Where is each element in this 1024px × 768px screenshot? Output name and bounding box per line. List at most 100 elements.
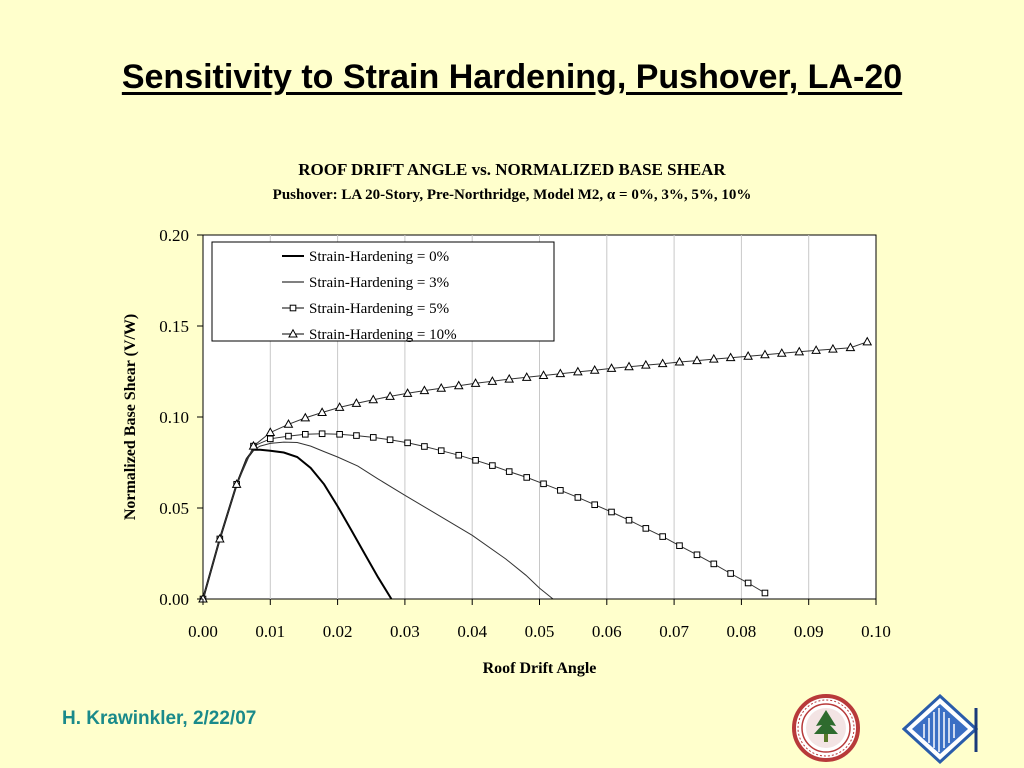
data-point-marker (267, 435, 274, 443)
data-point-marker (659, 533, 666, 540)
data-point-marker (301, 430, 309, 438)
x-tick-label: 0.05 (525, 622, 555, 641)
data-point-marker (318, 430, 326, 438)
data-point-marker (386, 436, 394, 444)
data-point-marker (557, 487, 564, 494)
y-tick-label: 0.05 (159, 499, 189, 518)
data-point-marker (606, 363, 617, 372)
data-point-marker (676, 542, 683, 549)
data-point-marker (657, 358, 668, 368)
legend-entry-label: Strain-Hardening = 3% (309, 275, 449, 291)
data-point-marker (725, 352, 736, 362)
legend-entry-label: Strain-Hardening = 10% (309, 327, 457, 343)
data-point-marker (555, 368, 566, 378)
data-point-marker (505, 468, 513, 475)
chart-subtitle: Pushover: LA 20-Story, Pre-Northridge, M… (272, 187, 752, 203)
data-point-marker (351, 398, 362, 407)
data-point-marker (521, 372, 532, 381)
data-point-marker (421, 443, 428, 450)
data-point-marker (811, 345, 821, 354)
data-point-marker (708, 353, 719, 363)
x-tick-label: 0.00 (188, 622, 218, 641)
data-point-marker (489, 462, 496, 469)
chart-title: ROOF DRIFT ANGLE vs. NORMALIZED BASE SHE… (298, 160, 726, 179)
slide-title: Sensitivity to Strain Hardening, Pushove… (121, 58, 903, 96)
data-point-marker (692, 355, 702, 365)
footer-author-date: H. Krawinkler, 2/22/07 (62, 708, 257, 729)
data-point-marker (845, 342, 856, 352)
data-point-marker (336, 430, 343, 438)
data-point-marker (404, 439, 411, 447)
x-tick-label: 0.03 (390, 622, 420, 641)
x-tick-label: 0.08 (727, 622, 757, 641)
legend-swatch-marker (288, 328, 298, 338)
data-point-marker (710, 560, 718, 568)
data-point-marker (472, 457, 479, 464)
axes-layer: 0.00 0.01 0.02 0.03 0.04 0.05 0.06 0.07 0.08 0.09… (159, 226, 891, 641)
data-point-marker (353, 432, 360, 439)
data-point-marker (744, 579, 752, 587)
data-point-marker (523, 474, 531, 481)
data-point-marker (608, 508, 615, 516)
data-point-marker (862, 336, 873, 346)
data-point-marker (640, 359, 651, 369)
data-point-marker (674, 356, 685, 366)
data-point-marker (760, 349, 770, 359)
data-point-marker (727, 570, 734, 577)
data-point-marker (369, 434, 377, 441)
data-point-marker (214, 533, 225, 543)
data-point-marker (231, 479, 242, 488)
series-line (202, 341, 868, 600)
data-point-marker (419, 385, 430, 395)
data-point-marker (470, 378, 481, 387)
data-point-marker (761, 589, 769, 597)
x-axis-label: Roof Drift Angle (483, 660, 597, 677)
data-point-marker (625, 516, 633, 524)
x-tick-label: 0.01 (255, 622, 285, 641)
data-point-marker (317, 407, 327, 416)
data-point-marker (385, 391, 395, 400)
data-point-marker (248, 440, 259, 450)
chart-legend: Strain-Hardening = 0% Strain-Hardening = … (211, 241, 555, 343)
y-tick-label: 0.00 (159, 590, 189, 609)
x-tick-label: 0.06 (592, 622, 622, 641)
data-point-marker (574, 494, 582, 501)
legend-entry-label: Strain-Hardening = 0% (309, 249, 449, 265)
y-tick-label: 0.15 (159, 317, 189, 336)
x-tick-label: 0.10 (861, 622, 891, 641)
series-3 (198, 336, 873, 603)
data-point-marker (436, 383, 447, 392)
data-point-marker (285, 432, 292, 440)
x-tick-label: 0.04 (457, 622, 487, 641)
legend-entry-label: Strain-Hardening = 5% (309, 301, 449, 317)
data-point-marker (624, 361, 634, 371)
data-point-marker (642, 525, 650, 532)
data-point-marker (504, 373, 515, 383)
data-point-marker (455, 451, 463, 459)
data-point-marker (573, 366, 583, 376)
data-point-marker (300, 412, 311, 422)
data-point-marker (453, 380, 464, 390)
legend-swatch-marker (289, 304, 297, 312)
data-point-marker (283, 419, 294, 428)
data-point-marker (591, 501, 598, 509)
x-tick-label: 0.02 (323, 622, 353, 641)
y-tick-label: 0.10 (159, 408, 189, 427)
data-point-marker (265, 427, 276, 436)
x-tick-label: 0.09 (794, 622, 824, 641)
data-point-marker (334, 402, 345, 411)
y-tick-label: 0.20 (159, 226, 189, 245)
data-point-marker (437, 447, 445, 454)
data-point-marker (743, 350, 753, 360)
data-point-marker (538, 370, 549, 380)
x-tick-label: 0.07 (659, 622, 689, 641)
series-line (202, 433, 766, 600)
data-point-marker (828, 343, 838, 353)
data-point-marker (794, 346, 805, 356)
stanford-seal-icon (792, 694, 860, 762)
blume-center-logo-icon (902, 694, 978, 764)
data-point-marker (487, 376, 498, 385)
data-point-marker (402, 388, 413, 397)
data-point-marker (589, 364, 600, 374)
